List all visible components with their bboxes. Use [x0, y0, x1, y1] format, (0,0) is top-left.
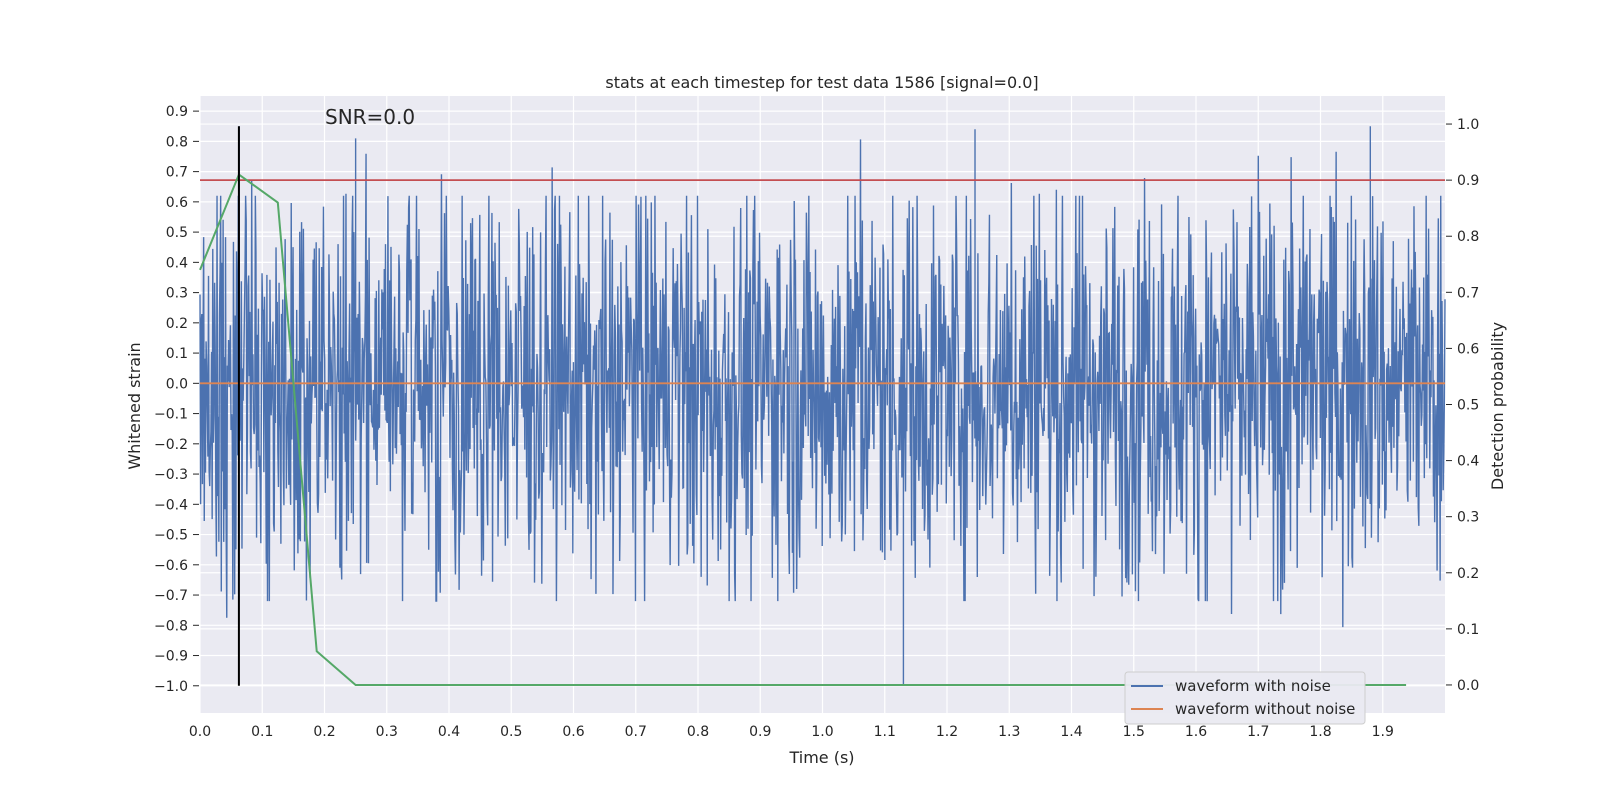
x-tick-label: 0.1 [251, 724, 273, 740]
y-left-tick-label: −0.7 [154, 588, 188, 604]
y-left-tick-label: −0.5 [154, 528, 188, 544]
x-tick-label: 1.5 [1123, 724, 1145, 740]
x-tick-label: 0.7 [625, 724, 647, 740]
y-right-tick-label: 0.7 [1457, 285, 1479, 301]
snr-annotation: SNR=0.0 [325, 105, 415, 129]
chart-title: stats at each timestep for test data 158… [605, 73, 1038, 92]
x-tick-label: 1.8 [1309, 724, 1331, 740]
y-left-tick-label: 0.3 [166, 286, 188, 302]
y-right-tick-label: 0.4 [1457, 454, 1479, 470]
y-right-tick-label: 0.2 [1457, 566, 1479, 582]
y-right-tick-label: 0.6 [1457, 341, 1479, 357]
y-right-tick-label: 1.0 [1457, 117, 1479, 133]
y-left-tick-label: 0.7 [166, 165, 188, 181]
x-tick-label: 1.4 [1060, 724, 1082, 740]
y-left-tick-label: −0.4 [154, 497, 188, 513]
x-tick-label: 0.4 [438, 724, 460, 740]
y-left-tick-label: 0.0 [166, 376, 188, 392]
x-tick-label: 1.7 [1247, 724, 1269, 740]
x-tick-label: 1.3 [998, 724, 1020, 740]
x-tick-label: 0.0 [189, 724, 211, 740]
y-left-tick-label: −0.6 [154, 558, 188, 574]
y-left-tick-label: 0.8 [166, 134, 188, 150]
y-left-tick-label: 0.6 [166, 195, 188, 211]
x-tick-label: 0.9 [749, 724, 771, 740]
y-left-tick-label: −0.9 [154, 649, 188, 665]
x-tick-label: 0.3 [376, 724, 398, 740]
x-tick-label: 1.2 [936, 724, 958, 740]
y-right-tick-label: 0.0 [1457, 678, 1479, 694]
y-left-tick-label: 0.2 [166, 316, 188, 332]
y-axis-right-title: Detection probability [1488, 322, 1507, 490]
x-tick-label: 1.6 [1185, 724, 1207, 740]
y-left-tick-label: −0.2 [154, 437, 188, 453]
y-right-tick-label: 0.1 [1457, 622, 1479, 638]
y-right-tick-label: 0.9 [1457, 173, 1479, 189]
y-right-tick-label: 0.3 [1457, 510, 1479, 526]
y-left-tick-label: 0.4 [166, 255, 188, 271]
y-left-tick-label: 0.9 [166, 104, 188, 120]
series-layer [199, 126, 1446, 686]
y-left-tick-label: −0.1 [154, 407, 188, 423]
y-left-tick-label: −0.8 [154, 618, 188, 634]
y-axis-left-title: Whitened strain [125, 342, 144, 469]
y-left-tick-label: 0.1 [166, 346, 188, 362]
legend-box [1124, 671, 1366, 725]
x-axis-title: Time (s) [788, 748, 854, 767]
x-tick-label: 0.8 [687, 724, 709, 740]
legend: waveform with noise waveform without noi… [1124, 671, 1366, 725]
x-tick-label: 0.5 [500, 724, 522, 740]
legend-label-clean: waveform without noise [1175, 700, 1355, 718]
y-right-tick-label: 0.5 [1457, 398, 1479, 414]
ticks-layer: 0.0 0.1 0.2 0.3 0.4 0.5 0.6 0.7 0.8 0.9 1.0 1.1 1.2 1… [154, 104, 1479, 740]
x-tick-label: 0.2 [313, 724, 335, 740]
y-left-tick-label: −1.0 [154, 679, 188, 695]
series-detection-probability [199, 172, 1407, 686]
x-tick-label: 1.1 [874, 724, 896, 740]
x-tick-label: 0.6 [562, 724, 584, 740]
legend-label-noise: waveform with noise [1175, 677, 1331, 695]
x-tick-label: 1.0 [811, 724, 833, 740]
x-tick-label: 1.9 [1372, 724, 1394, 740]
y-left-tick-label: −0.3 [154, 467, 188, 483]
y-right-tick-label: 0.8 [1457, 229, 1479, 245]
y-left-tick-label: 0.5 [166, 225, 188, 241]
